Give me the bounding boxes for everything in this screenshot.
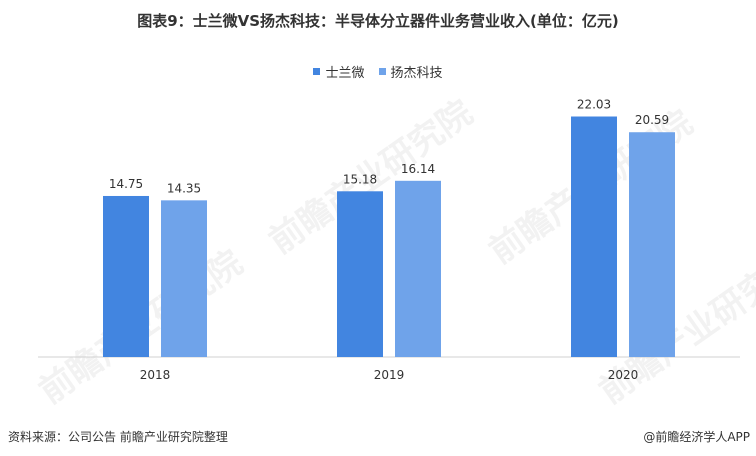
legend-swatch-series-1 [313, 68, 321, 75]
data-label-2-2018: 14.35 [167, 181, 201, 195]
bar-2-2019 [395, 180, 441, 357]
bar-1-2018 [103, 195, 149, 357]
x-tick-label-2019: 2019 [374, 368, 405, 382]
legend-item-series-2: 扬杰科技 [378, 62, 443, 81]
bar-2-2020 [629, 132, 675, 357]
data-label-2-2019: 16.14 [401, 162, 435, 176]
chart-title: 图表9：士兰微VS扬杰科技：半导体分立器件业务营业收入(单位：亿元) [137, 12, 619, 30]
legend-swatch-series-2 [378, 68, 386, 75]
data-label-1-2020: 22.03 [577, 98, 611, 112]
bar-1-2020 [571, 116, 617, 358]
x-tick-label-2018: 2018 [140, 368, 171, 382]
copyright-note: @前瞻经济学人APP [643, 430, 750, 444]
source-note: 资料来源：公司公告 前瞻产业研究院整理 [8, 430, 228, 444]
legend: 士兰微 扬杰科技 [0, 62, 756, 81]
data-label-1-2019: 15.18 [343, 172, 377, 186]
legend-item-series-1: 士兰微 [313, 62, 365, 81]
data-label-1-2018: 14.75 [109, 177, 143, 191]
x-tick-label-2020: 2020 [608, 368, 639, 382]
legend-label-series-1: 士兰微 [325, 66, 365, 81]
bar-1-2019 [337, 191, 383, 357]
bar-2-2018 [161, 200, 207, 357]
legend-label-series-2: 扬杰科技 [390, 66, 443, 81]
data-label-2-2020: 20.59 [635, 113, 669, 127]
